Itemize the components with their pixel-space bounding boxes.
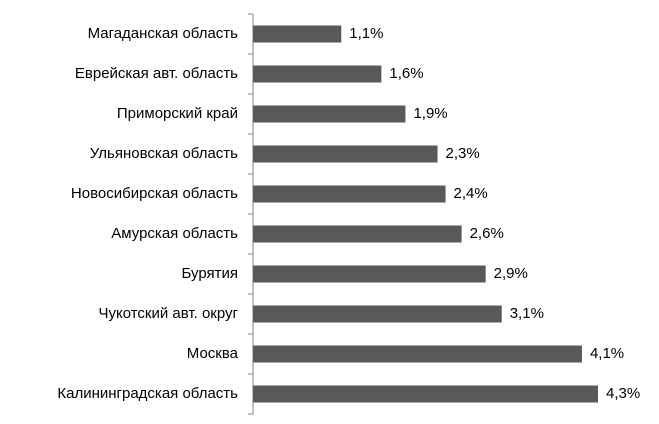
- value-label: 2,9%: [494, 265, 528, 282]
- bar: [253, 225, 462, 243]
- bar: [253, 145, 438, 163]
- value-label: 4,1%: [590, 345, 624, 362]
- y-tick-label: Амурская область: [111, 225, 238, 242]
- value-label: 1,1%: [349, 25, 383, 42]
- value-label: 4,3%: [606, 385, 640, 402]
- bar: [253, 105, 406, 123]
- bar: [253, 185, 446, 203]
- y-tick-label: Москва: [187, 345, 239, 362]
- value-label: 2,6%: [470, 225, 504, 242]
- value-label: 1,9%: [413, 105, 447, 122]
- y-tick-label: Еврейская авт. область: [75, 65, 238, 82]
- y-tick-label: Ульяновская область: [90, 145, 238, 162]
- y-tick-label: Бурятия: [181, 265, 238, 282]
- value-label: 2,3%: [446, 145, 480, 162]
- y-tick-label: Магаданская область: [88, 25, 239, 42]
- y-tick-label: Приморский край: [117, 105, 238, 122]
- y-tick-label: Чукотский авт. округ: [98, 305, 238, 322]
- value-label: 3,1%: [510, 305, 544, 322]
- bar: [253, 305, 502, 323]
- value-label: 2,4%: [454, 185, 488, 202]
- bar: [253, 65, 382, 83]
- bar: [253, 25, 342, 43]
- y-tick-label: Новосибирская область: [71, 185, 238, 202]
- y-tick-label: Калининградская область: [57, 385, 238, 402]
- value-label: 1,6%: [389, 65, 423, 82]
- bar: [253, 385, 598, 403]
- bar: [253, 265, 486, 283]
- bar: [253, 345, 582, 363]
